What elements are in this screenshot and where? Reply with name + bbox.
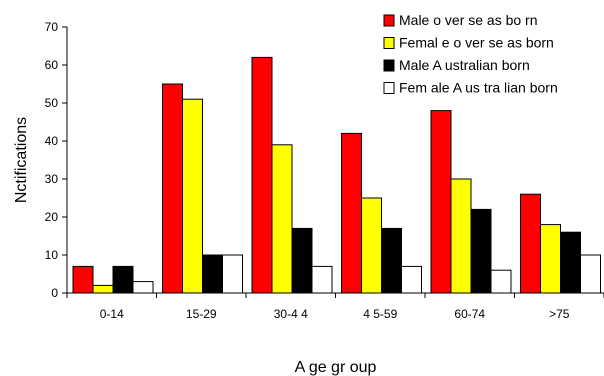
- y-tick-label: 40: [45, 134, 59, 148]
- x-ticks-group: 0-14 15-29 30-4 4 4 5-59 60-74 >75: [66, 293, 604, 321]
- bar-series-1-cat-6: [520, 193, 541, 294]
- bars-group: [72, 56, 601, 294]
- bar-series-4-cat-3: [311, 265, 333, 294]
- bar-series-2-cat-5: [450, 178, 472, 294]
- bar-series-2-cat-3: [271, 144, 293, 294]
- bar-series-3-cat-5: [470, 208, 492, 294]
- y-tick-label: 30: [45, 172, 59, 186]
- bar-series-2-cat-4: [361, 197, 382, 294]
- y-tick-label: 0: [51, 286, 58, 300]
- bar-series-1-cat-5: [430, 110, 452, 294]
- bar-series-3-cat-1: [112, 265, 134, 294]
- y-axis-title: Nctifications: [13, 117, 30, 203]
- x-tick-label: 30-4 4: [274, 307, 308, 321]
- y-ticks-group: 0 10 20 30 40 50 60 70: [45, 20, 67, 300]
- y-tick-label: 60: [45, 58, 59, 72]
- bar-series-4-cat-2: [222, 254, 243, 294]
- y-tick-label: 50: [45, 96, 59, 110]
- legend-swatch-2: [383, 37, 395, 49]
- bar-series-4-cat-6: [580, 254, 601, 294]
- legend-swatch-3: [383, 59, 395, 72]
- bar-series-2-cat-2: [182, 98, 203, 294]
- bar-series-3-cat-2: [202, 254, 223, 294]
- bar-series-2-cat-6: [540, 224, 561, 294]
- bar-series-4-cat-5: [490, 269, 512, 294]
- x-tick-label: >75: [549, 307, 570, 321]
- x-tick-label: 0-14: [100, 307, 124, 321]
- bar-series-1-cat-3: [251, 56, 273, 294]
- bar-series-4-cat-4: [401, 265, 422, 294]
- bar-series-3-cat-4: [381, 227, 402, 294]
- bar-series-1-cat-4: [341, 132, 362, 294]
- x-tick-label: 60-74: [454, 307, 485, 321]
- bar-series-1-cat-2: [162, 83, 183, 294]
- legend-label-2: Femal e o ver se as born: [399, 35, 554, 51]
- x-axis-title: A ge gr oup: [295, 359, 377, 376]
- bar-series-2-cat-1: [92, 284, 114, 294]
- bar-series-3-cat-3: [291, 227, 313, 294]
- x-tick-label: 15-29: [186, 307, 217, 321]
- legend-swatch-1: [383, 14, 395, 27]
- bar-series-3-cat-6: [560, 231, 581, 294]
- x-tick-label: 4 5-59: [363, 307, 397, 321]
- y-tick-label: 70: [45, 20, 59, 34]
- bar-series-4-cat-1: [132, 281, 154, 294]
- legend-label-4: Fem ale A us tra lian born: [399, 80, 558, 96]
- y-tick-label: 20: [45, 210, 59, 224]
- y-tick-label: 10: [45, 248, 59, 262]
- legend-label-1: Male o ver se as bo rn: [399, 12, 538, 28]
- legend-label-3: Male A ustralian born: [399, 57, 530, 73]
- legend: Male o ver se as bo rn Femal e o ver se a…: [383, 12, 558, 96]
- bar-series-1-cat-1: [72, 265, 94, 294]
- legend-swatch-4: [383, 82, 395, 94]
